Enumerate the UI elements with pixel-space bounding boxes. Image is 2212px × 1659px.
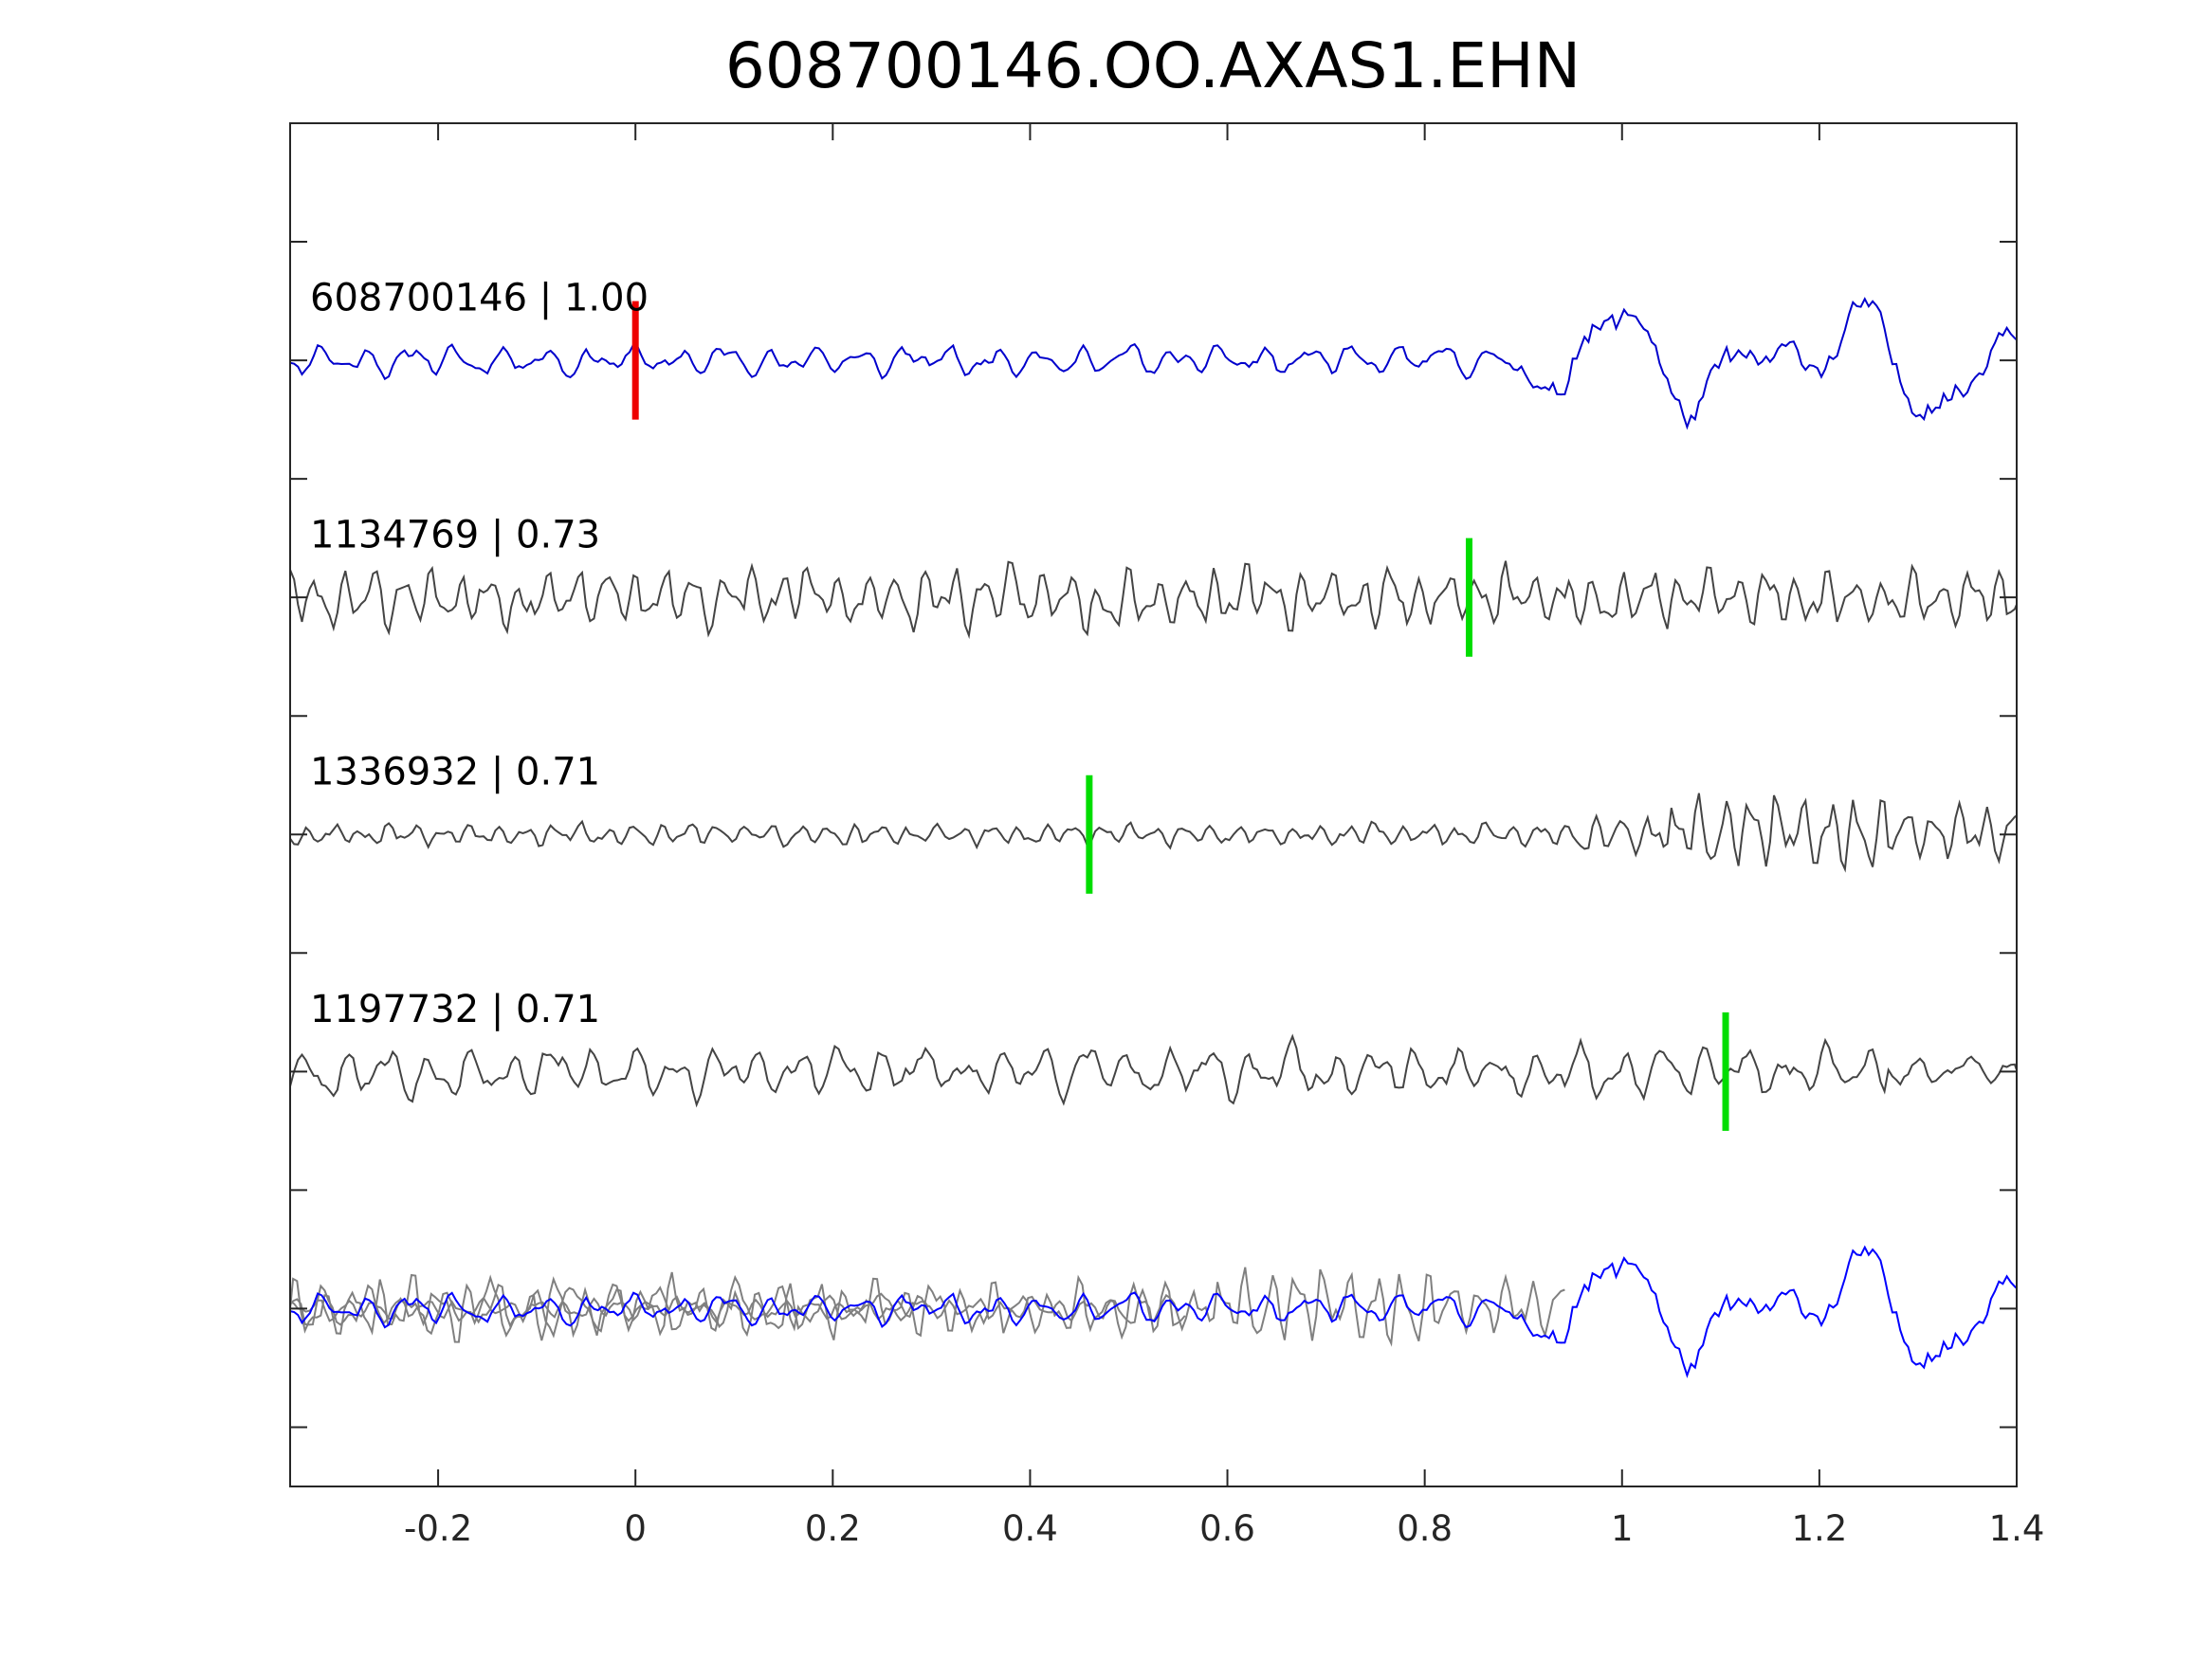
- x-tick-label: 0.6: [1199, 1508, 1255, 1549]
- overlay-trace-1336932: [290, 1267, 1565, 1347]
- trace-608700146: [290, 297, 2017, 430]
- x-tick-label: 1: [1611, 1508, 1634, 1549]
- trace-label-1197732: 1197732 | 0.71: [310, 988, 600, 1031]
- axes: -0.2 0 0.2 0.4 0.6 0.8 1 1.2 1.4: [289, 122, 2045, 1549]
- traces-layer: [290, 297, 2017, 1108]
- x-tick-label: -0.2: [404, 1508, 472, 1549]
- x-tick-label: 0.8: [1397, 1508, 1453, 1549]
- overlay-trace-608700146: [290, 1245, 2017, 1378]
- trace-labels: 608700146 | 1.00 1134769 | 0.73 1336932 | …: [310, 277, 649, 1031]
- trace-1197732: [290, 1033, 2017, 1108]
- x-tick-label: 1.2: [1791, 1508, 1847, 1549]
- trace-1134769: [290, 560, 2017, 640]
- x-tick-label: 1.4: [1989, 1508, 2045, 1549]
- overlay-layer: [290, 1245, 2017, 1378]
- x-tick-label: 0.4: [1002, 1508, 1058, 1549]
- picks-layer: [631, 301, 1729, 1131]
- axes-box: [289, 122, 2018, 1487]
- trace-1336932: [290, 793, 2017, 873]
- overlay-trace-1134769: [290, 1271, 1186, 1347]
- x-tick-label: 0.2: [805, 1508, 861, 1549]
- trace-label-1336932: 1336932 | 0.71: [310, 751, 600, 794]
- chart-title: 608700146.OO.AXAS1.EHN: [725, 29, 1581, 102]
- trace-label-1134769: 1134769 | 0.73: [310, 514, 600, 557]
- plot-area: [290, 123, 2017, 1486]
- trace-label-608700146: 608700146 | 1.00: [310, 277, 649, 320]
- x-tick-label: 0: [624, 1508, 647, 1549]
